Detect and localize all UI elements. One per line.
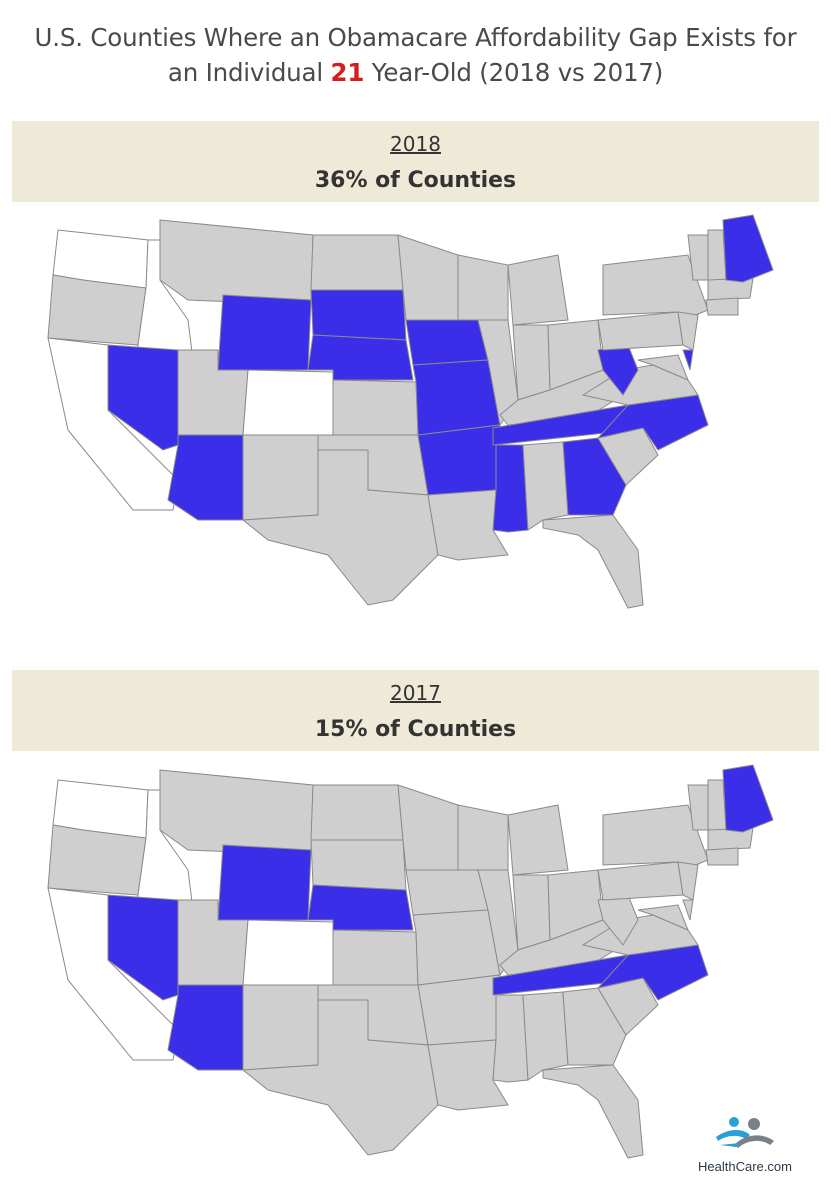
us-county-map-2018 bbox=[47, 214, 774, 609]
logo-brand: HealthCare bbox=[698, 1159, 764, 1174]
logo-suffix: .com bbox=[763, 1159, 792, 1174]
state-north-dakota bbox=[310, 234, 404, 291]
state-iowa bbox=[405, 869, 489, 916]
state-missouri bbox=[412, 909, 501, 986]
state-mississippi bbox=[492, 444, 529, 533]
state-wyoming bbox=[217, 294, 312, 371]
state-missouri bbox=[412, 359, 501, 436]
state-pennsylvania bbox=[597, 311, 684, 351]
us-county-map-2017 bbox=[47, 764, 774, 1159]
state-montana bbox=[159, 219, 314, 306]
state-connecticut bbox=[705, 297, 739, 316]
healthcare-logo: HealthCare.com bbox=[680, 1115, 810, 1185]
title-age-highlight: 21 bbox=[330, 58, 365, 87]
state-nevada bbox=[107, 894, 179, 1001]
state-kansas bbox=[332, 929, 419, 986]
state-arizona bbox=[167, 434, 244, 521]
map-share-label: 36% of Counties bbox=[314, 168, 517, 193]
state-arkansas bbox=[417, 974, 501, 1046]
state-florida bbox=[542, 1064, 644, 1159]
state-maine bbox=[722, 214, 774, 283]
state-delaware bbox=[682, 899, 694, 921]
state-massachusetts bbox=[707, 277, 754, 301]
state-georgia bbox=[562, 987, 627, 1066]
state-arizona bbox=[167, 984, 244, 1071]
title-line-2: an Individual 21 Year-Old (2018 vs 2017) bbox=[0, 55, 831, 90]
state-iowa bbox=[405, 319, 489, 366]
state-new-hampshire bbox=[707, 229, 727, 281]
state-connecticut bbox=[705, 847, 739, 866]
state-indiana bbox=[512, 324, 551, 401]
state-new-hampshire bbox=[707, 779, 727, 831]
state-south-dakota bbox=[310, 839, 407, 891]
state-massachusetts bbox=[707, 827, 754, 851]
state-minnesota bbox=[397, 234, 459, 321]
title-line-1: U.S. Counties Where an Obamacare Afforda… bbox=[34, 23, 797, 52]
state-colorado bbox=[242, 919, 334, 986]
state-maine bbox=[722, 764, 774, 833]
state-maryland bbox=[637, 904, 689, 931]
state-montana bbox=[159, 769, 314, 856]
header-band-2018: 2018 36% of Counties bbox=[12, 121, 819, 202]
state-pennsylvania bbox=[597, 861, 684, 901]
state-georgia bbox=[562, 437, 627, 516]
state-kansas bbox=[332, 379, 419, 436]
state-michigan bbox=[507, 254, 569, 326]
state-mississippi bbox=[492, 994, 529, 1083]
healthcare-logo-icon bbox=[716, 1117, 774, 1148]
state-arkansas bbox=[417, 424, 501, 496]
title-line-2-after: Year-Old (2018 vs 2017) bbox=[364, 58, 664, 87]
state-delaware bbox=[682, 349, 694, 371]
state-wisconsin bbox=[457, 804, 509, 871]
state-minnesota bbox=[397, 784, 459, 871]
state-north-dakota bbox=[310, 784, 404, 841]
title-line-2-before: an Individual bbox=[167, 58, 331, 87]
state-wyoming bbox=[217, 844, 312, 921]
map-year-label: 2018 bbox=[390, 132, 441, 156]
state-nevada bbox=[107, 344, 179, 451]
state-maryland bbox=[637, 354, 689, 381]
state-alabama bbox=[522, 441, 569, 531]
state-indiana bbox=[512, 874, 551, 951]
logo-brand-text: HealthCare.com bbox=[680, 1159, 810, 1174]
state-new-mexico bbox=[242, 434, 319, 521]
chart-title: U.S. Counties Where an Obamacare Afforda… bbox=[0, 20, 831, 90]
state-florida bbox=[542, 514, 644, 609]
state-new-mexico bbox=[242, 984, 319, 1071]
state-colorado bbox=[242, 369, 334, 436]
header-band-2017: 2017 15% of Counties bbox=[12, 670, 819, 751]
state-south-dakota bbox=[310, 289, 407, 341]
state-alabama bbox=[522, 991, 569, 1081]
state-wisconsin bbox=[457, 254, 509, 321]
map-share-label: 15% of Counties bbox=[314, 717, 517, 742]
state-michigan bbox=[507, 804, 569, 876]
map-year-label: 2017 bbox=[390, 681, 441, 705]
